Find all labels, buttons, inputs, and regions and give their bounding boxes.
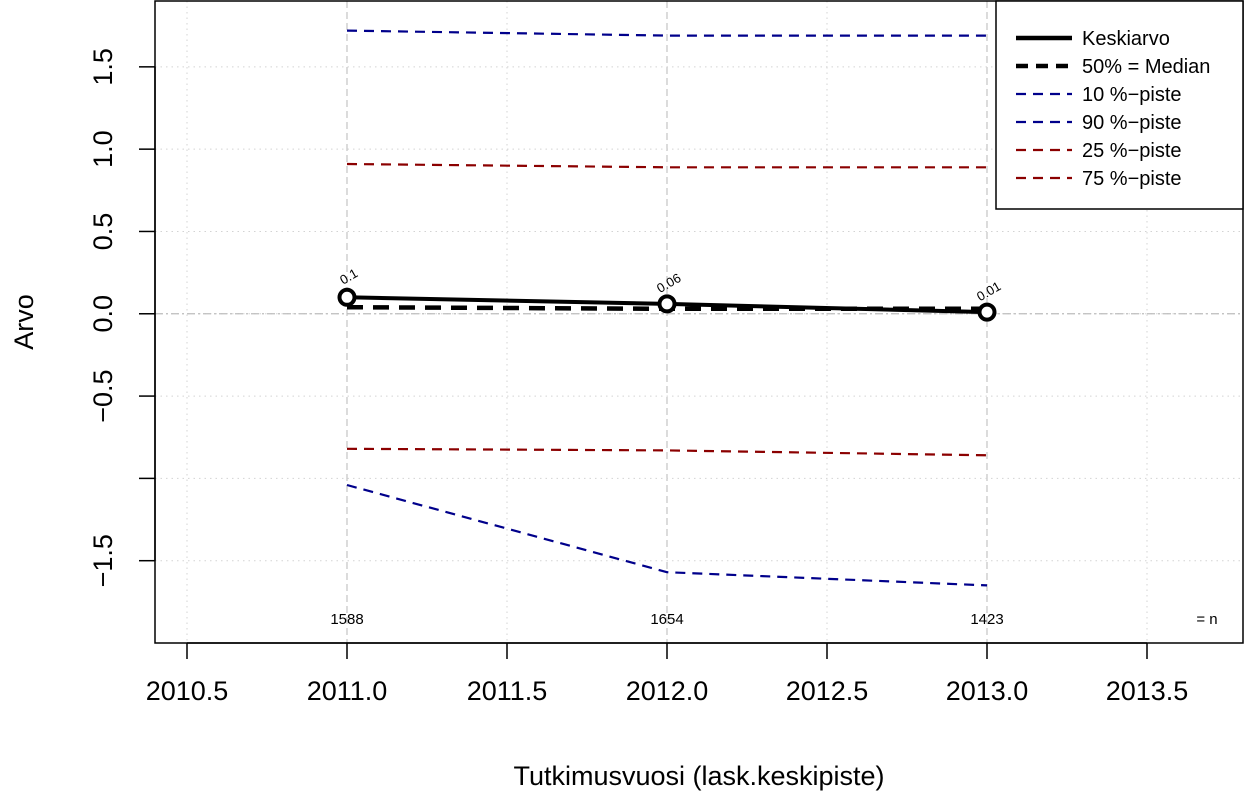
legend-label-median: 50% = Median [1082,56,1210,78]
series-line-90-piste [346,29,987,37]
mean-point [657,294,677,314]
x-tick-label: 2010.5 [146,676,229,706]
y-axis: −1.5 −0.5 0.0 0.5 1.0 1.5 [88,48,156,587]
n-labels: 1588 1654 1423 = n [330,611,1217,628]
series-line-25-piste [346,447,988,457]
x-tick-label: 2011.5 [467,676,548,706]
y-tick-label: −0.5 [88,369,118,422]
x-tick-label: 2013.5 [1106,676,1189,706]
n-count-label: 1423 [970,611,1003,628]
mean-point [977,302,997,322]
x-tick-label: 2012.5 [786,676,869,706]
y-tick-label: 0.0 [88,295,118,333]
y-tick-label: 1.0 [88,130,118,168]
n-count-label: 1588 [330,611,363,628]
legend-label-75-piste: 75 %−piste [1082,168,1182,190]
legend: Keskiarvo 50% = Median 10 %−piste 90 %−pist… [995,0,1244,210]
mean-point [337,287,357,307]
series-line-75-piste [346,162,987,169]
series-line-10-piste [346,483,988,587]
legend-label-25-piste: 25 %−piste [1082,140,1182,162]
x-axis: 2010.5 2011.0 2011.5 2012.0 2012.5 2013.0 2013… [146,642,1189,706]
mean-value-label: 0.1 [337,265,360,287]
n-count-label: 1654 [650,611,683,628]
x-axis-label: Tutkimusvuosi (lask.keskipiste) [513,761,884,791]
legend-label-keskiarvo: Keskiarvo [1082,28,1170,50]
mean-value-label: 0.06 [654,270,683,296]
legend-label-90-piste: 90 %−piste [1082,112,1182,134]
y-tick-label: 1.5 [88,48,118,86]
x-tick-label: 2013.0 [946,676,1029,706]
x-tick-label: 2012.0 [626,676,709,706]
n-legend-label: = n [1196,611,1217,628]
y-tick-label: 0.5 [88,213,118,251]
grid [155,1,1243,643]
legend-box [995,0,1244,210]
y-tick-label: −1.5 [88,534,118,587]
legend-label-10-piste: 10 %−piste [1082,84,1182,106]
y-axis-label: Arvo [9,294,39,350]
mean-value-label: 0.01 [974,278,1003,304]
x-tick-label: 2011.0 [307,676,388,706]
